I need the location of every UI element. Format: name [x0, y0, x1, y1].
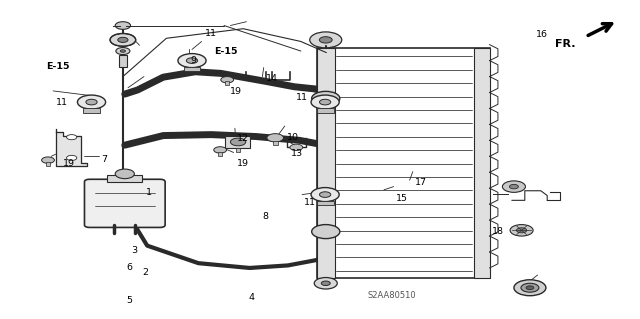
Circle shape: [120, 50, 125, 52]
Circle shape: [312, 225, 340, 239]
Text: 5: 5: [127, 296, 132, 305]
Text: E-15: E-15: [46, 63, 70, 71]
Text: 1: 1: [146, 189, 152, 197]
Circle shape: [230, 138, 246, 146]
Circle shape: [42, 157, 54, 163]
Bar: [317, 48, 490, 278]
Text: 8: 8: [262, 212, 268, 221]
Circle shape: [310, 32, 342, 48]
Circle shape: [312, 91, 340, 105]
Text: E-15: E-15: [214, 47, 238, 56]
Text: 19: 19: [230, 87, 243, 96]
Circle shape: [319, 37, 332, 43]
Text: 13: 13: [291, 149, 303, 158]
Circle shape: [319, 99, 331, 105]
Circle shape: [509, 184, 518, 189]
Bar: [474, 48, 490, 278]
Text: 3: 3: [131, 246, 138, 255]
Text: FR.: FR.: [556, 39, 576, 49]
Bar: [225, 136, 250, 148]
Circle shape: [290, 144, 303, 151]
Bar: [317, 201, 333, 205]
Text: 11: 11: [304, 198, 316, 207]
Bar: [317, 48, 335, 278]
Text: 14: 14: [266, 74, 278, 83]
Circle shape: [67, 155, 77, 160]
Text: 11: 11: [296, 93, 308, 102]
Circle shape: [526, 286, 534, 290]
Circle shape: [267, 134, 284, 142]
Circle shape: [319, 192, 331, 197]
Text: S2AA80510: S2AA80510: [368, 291, 417, 300]
Circle shape: [516, 228, 527, 233]
Circle shape: [67, 135, 77, 140]
Text: 18: 18: [492, 227, 504, 236]
Bar: [46, 162, 50, 166]
Bar: [317, 108, 333, 113]
Bar: [108, 175, 143, 182]
Text: 12: 12: [237, 134, 249, 143]
Text: 19: 19: [63, 159, 75, 168]
Text: 2: 2: [142, 268, 148, 277]
Circle shape: [510, 225, 533, 236]
Text: 7: 7: [101, 155, 107, 164]
Text: 16: 16: [536, 30, 548, 39]
Circle shape: [214, 147, 227, 153]
Circle shape: [514, 280, 546, 296]
Bar: [83, 108, 100, 113]
Bar: [119, 55, 127, 67]
Circle shape: [186, 58, 198, 63]
Text: 10: 10: [287, 133, 299, 142]
Polygon shape: [56, 129, 87, 166]
Text: 11: 11: [205, 29, 217, 38]
Circle shape: [110, 33, 136, 46]
Text: 9: 9: [191, 56, 196, 65]
Text: 17: 17: [415, 178, 427, 187]
Circle shape: [115, 169, 134, 179]
Bar: [236, 148, 240, 152]
Text: 4: 4: [248, 293, 254, 302]
Circle shape: [221, 77, 234, 83]
FancyBboxPatch shape: [84, 179, 165, 227]
Circle shape: [314, 278, 337, 289]
Bar: [273, 141, 278, 145]
Circle shape: [311, 95, 339, 109]
Circle shape: [77, 95, 106, 109]
Bar: [225, 81, 229, 85]
Circle shape: [311, 188, 339, 202]
Circle shape: [502, 181, 525, 192]
Text: 11: 11: [56, 98, 68, 107]
Text: 19: 19: [237, 159, 249, 168]
Bar: [184, 67, 200, 71]
Circle shape: [86, 99, 97, 105]
Text: 6: 6: [127, 263, 132, 271]
Circle shape: [115, 22, 131, 29]
Circle shape: [321, 281, 330, 286]
Text: 15: 15: [396, 194, 408, 203]
Circle shape: [116, 48, 130, 55]
Circle shape: [521, 283, 539, 292]
Circle shape: [178, 54, 206, 68]
Circle shape: [118, 37, 128, 42]
Bar: [218, 152, 222, 156]
